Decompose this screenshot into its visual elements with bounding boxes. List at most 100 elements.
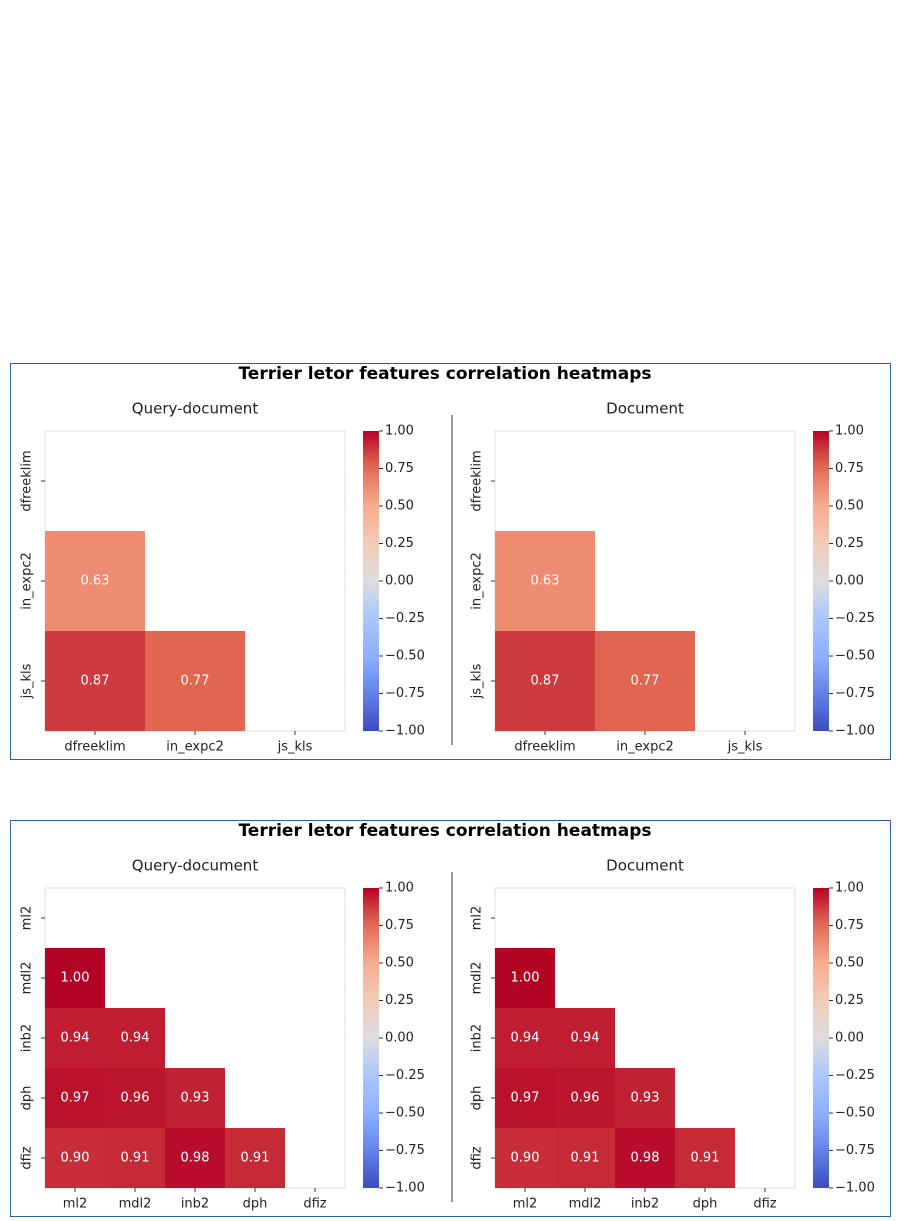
y-tick-label: dfiz — [20, 1146, 35, 1169]
colorbar-tick-label: −0.50 — [835, 1106, 875, 1121]
y-tick-label: ml2 — [470, 906, 485, 931]
colorbar-tick-label: 1.00 — [385, 881, 414, 896]
colorbar-tick-label: −0.75 — [385, 686, 425, 701]
colorbar-tick-label: 0.50 — [835, 956, 864, 971]
cell-label: 0.91 — [691, 1151, 720, 1166]
heatmap-cell — [45, 1068, 105, 1128]
colorbar — [813, 888, 829, 1188]
x-tick-label: ml2 — [513, 1197, 538, 1212]
colorbar — [813, 431, 829, 731]
heatmap-cell — [105, 1008, 165, 1068]
colorbar-tick-label: 1.00 — [385, 424, 414, 439]
x-tick-label: in_expc2 — [166, 740, 223, 755]
x-tick-label: inb2 — [181, 1197, 209, 1212]
heatmap-cell — [555, 1068, 615, 1128]
heatmap-cell — [225, 1128, 285, 1188]
subplot-title: Query-document — [132, 400, 259, 418]
colorbar-tick-label: −0.75 — [385, 1143, 425, 1158]
heatmap-cell — [495, 948, 555, 1008]
y-tick-label: inb2 — [20, 1024, 35, 1052]
x-tick-label: in_expc2 — [616, 740, 673, 755]
y-tick-label: ml2 — [20, 906, 35, 931]
x-tick-label: js_kls — [277, 740, 313, 755]
colorbar-tick-label: 0.25 — [835, 536, 864, 551]
colorbar-tick-label: 0.00 — [835, 574, 864, 589]
cell-label: 0.98 — [181, 1151, 210, 1166]
colorbar-tick-label: 0.50 — [385, 499, 414, 514]
y-tick-label: in_expc2 — [20, 552, 35, 609]
colorbar-tick-label: 0.75 — [385, 918, 414, 933]
heatmap-cell — [495, 1008, 555, 1068]
cell-label: 0.94 — [61, 1031, 90, 1046]
colorbar-tick-label: −1.00 — [385, 724, 425, 739]
cell-label: 0.63 — [531, 574, 560, 589]
figure-frame — [10, 363, 891, 760]
heatmap-cell — [555, 1128, 615, 1188]
cell-label: 1.00 — [61, 971, 90, 986]
cell-label: 0.63 — [81, 574, 110, 589]
x-tick-label: inb2 — [631, 1197, 659, 1212]
heatmap-cell — [145, 631, 245, 731]
heatmap-cell — [495, 1128, 555, 1188]
heatmap-cell — [675, 1128, 735, 1188]
y-tick-label: in_expc2 — [470, 552, 485, 609]
figure-title: Terrier letor features correlation heatm… — [238, 364, 651, 384]
colorbar — [363, 431, 379, 731]
heatmap-cell — [615, 1128, 675, 1188]
cell-label: 0.98 — [631, 1151, 660, 1166]
heatmap-cell — [45, 531, 145, 631]
cell-label: 0.91 — [241, 1151, 270, 1166]
heatmap-cell — [495, 631, 595, 731]
x-tick-label: js_kls — [727, 740, 763, 755]
colorbar-tick-label: −1.00 — [835, 724, 875, 739]
colorbar-tick-label: 0.25 — [385, 536, 414, 551]
colorbar-tick-label: 1.00 — [835, 881, 864, 896]
colorbar-tick-label: 0.00 — [385, 1031, 414, 1046]
cell-label: 0.77 — [181, 674, 210, 689]
cell-label: 0.97 — [511, 1091, 540, 1106]
cell-label: 1.00 — [511, 971, 540, 986]
heatmap-cell — [495, 1068, 555, 1128]
colorbar-tick-label: −0.50 — [385, 1106, 425, 1121]
y-tick-label: js_kls — [470, 663, 485, 699]
figure-title: Terrier letor features correlation heatm… — [238, 821, 651, 841]
cell-label: 0.94 — [121, 1031, 150, 1046]
heatmap-cell — [45, 948, 105, 1008]
y-tick-label: mdl2 — [470, 962, 485, 995]
cell-label: 0.96 — [121, 1091, 150, 1106]
heatmap-cell — [165, 1068, 225, 1128]
cell-label: 0.90 — [61, 1151, 90, 1166]
y-tick-label: dph — [470, 1086, 485, 1111]
cell-label: 0.90 — [511, 1151, 540, 1166]
x-tick-label: dfreeklim — [514, 740, 575, 755]
colorbar-tick-label: 0.00 — [385, 574, 414, 589]
y-tick-label: dfiz — [470, 1146, 485, 1169]
colorbar — [363, 888, 379, 1188]
x-tick-label: dfiz — [303, 1197, 326, 1212]
cell-label: 0.94 — [571, 1031, 600, 1046]
heatmap-cell — [105, 1068, 165, 1128]
colorbar-tick-label: −0.75 — [835, 686, 875, 701]
cell-label: 0.93 — [631, 1091, 660, 1106]
y-tick-label: dfreeklim — [470, 450, 485, 511]
y-tick-label: inb2 — [470, 1024, 485, 1052]
colorbar-tick-label: 0.25 — [385, 993, 414, 1008]
y-tick-label: dph — [20, 1086, 35, 1111]
y-tick-label: js_kls — [20, 663, 35, 699]
colorbar-tick-label: −1.00 — [835, 1181, 875, 1196]
heatmap-cell — [555, 1008, 615, 1068]
x-tick-label: dph — [243, 1197, 268, 1212]
colorbar-tick-label: 1.00 — [835, 424, 864, 439]
cell-label: 0.87 — [81, 674, 110, 689]
cell-label: 0.94 — [511, 1031, 540, 1046]
x-tick-label: mdl2 — [119, 1197, 152, 1212]
cell-label: 0.87 — [531, 674, 560, 689]
x-tick-label: ml2 — [63, 1197, 88, 1212]
x-tick-label: mdl2 — [569, 1197, 602, 1212]
heatmap-cell — [105, 1128, 165, 1188]
heatmap-cell — [45, 631, 145, 731]
heatmap-cell — [45, 1128, 105, 1188]
colorbar-tick-label: −1.00 — [385, 1181, 425, 1196]
